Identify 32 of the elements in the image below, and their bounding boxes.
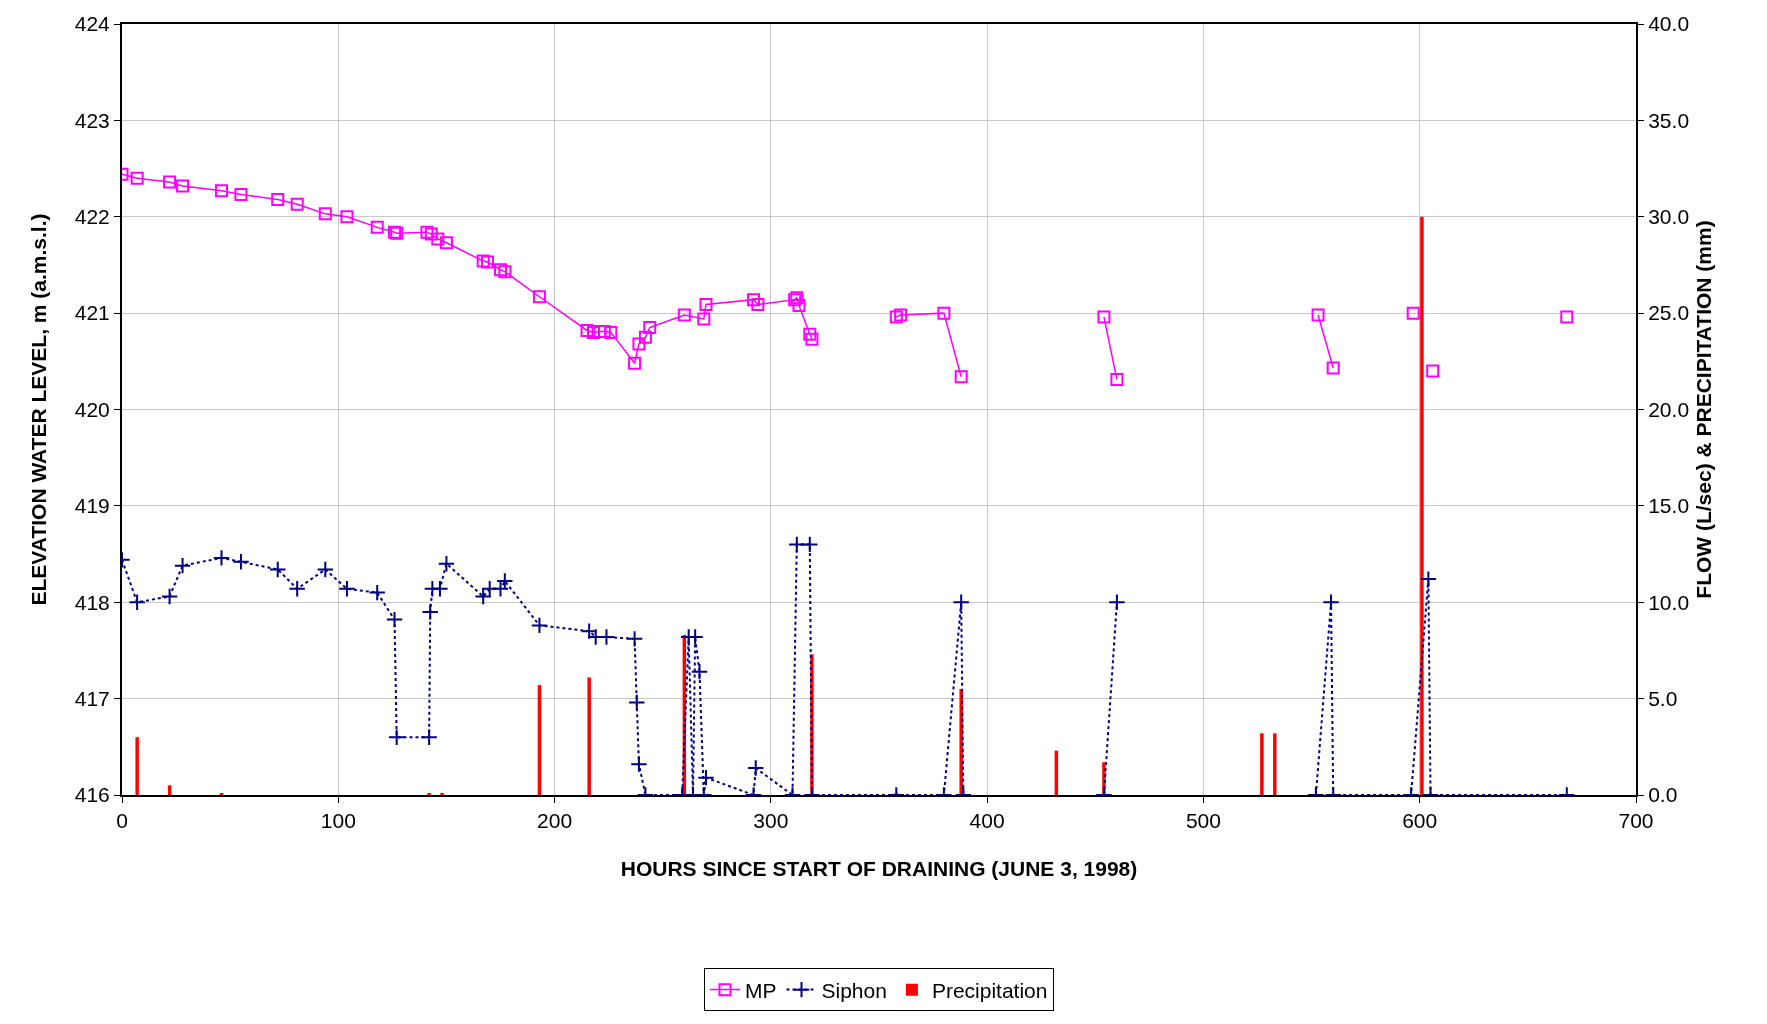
x-tick-label: 500 [1185, 809, 1221, 833]
y2-tick-label: 35.0 [1648, 108, 1690, 132]
y2-tick-label: 40.0 [1648, 12, 1690, 36]
y2-tick-label: 20.0 [1648, 397, 1690, 421]
legend-label: Precipitation [931, 978, 1048, 1002]
x-tick-label: 200 [537, 809, 573, 833]
x-tick-label: 0 [116, 809, 128, 833]
y-axis-title: ELEVATION WATER LEVEL, m (a.m.s.l.) [27, 213, 51, 606]
x-tick-label: 100 [320, 809, 356, 833]
x-tick-label: 400 [969, 809, 1005, 833]
y-tick-label: 417 [74, 686, 110, 710]
y-tick-label: 418 [74, 590, 110, 614]
y2-tick-label: 0.0 [1648, 783, 1678, 807]
x-tick-label: 700 [1618, 809, 1654, 833]
y-tick-label: 421 [74, 301, 110, 325]
y-tick-label: 422 [74, 205, 110, 229]
y-tick-label: 416 [74, 783, 110, 807]
y-tick-label: 420 [74, 397, 110, 421]
legend-label: Siphon [821, 978, 887, 1002]
y2-tick-label: 15.0 [1648, 494, 1690, 518]
y2-tick-label: 5.0 [1648, 686, 1678, 710]
y2-tick-label: 25.0 [1648, 301, 1690, 325]
legend-label: MP [745, 978, 777, 1002]
y-tick-label: 423 [74, 108, 110, 132]
y-tick-label: 424 [74, 12, 111, 36]
y2-axis-title: FLOW (L/sec) & PRECIPITATION (mm) [1691, 220, 1715, 599]
x-tick-label: 600 [1402, 809, 1438, 833]
y2-tick-label: 10.0 [1648, 590, 1690, 614]
y-tick-label: 419 [74, 494, 110, 518]
x-axis-title: HOURS SINCE START OF DRAINING (JUNE 3, 1998) [620, 856, 1138, 880]
y2-tick-label: 30.0 [1648, 205, 1690, 229]
x-tick-label: 300 [753, 809, 789, 833]
